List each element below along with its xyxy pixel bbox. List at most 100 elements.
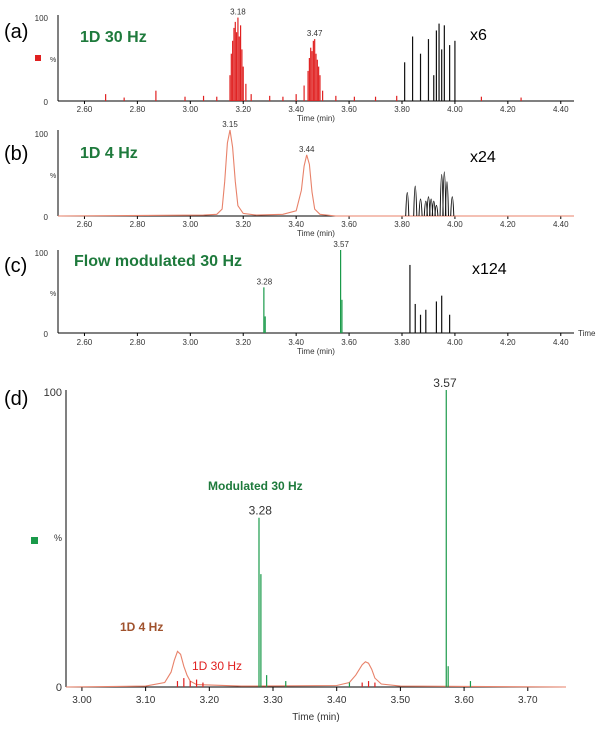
x-tick-label: 3.80: [394, 105, 410, 114]
peak-label: 3.28: [249, 504, 273, 518]
peak-label: 3.15: [222, 120, 238, 129]
x-tick-label: 3.60: [341, 105, 357, 114]
peak-label: 3.44: [299, 145, 315, 154]
series-peak: [444, 181, 449, 217]
x-tick-label: 3.60: [454, 695, 474, 706]
panel-a-xlabel: Time (min): [297, 114, 335, 123]
panel-b-xlabel: Time (min): [297, 229, 335, 238]
peak-label: 3.57: [433, 376, 457, 390]
x-tick-label: 3.40: [288, 220, 304, 229]
x-tick-label: 4.00: [447, 105, 463, 114]
panel-a-peak-labels: 3.18 3.47: [230, 8, 323, 39]
panel-d: (d) 100 0 % 3.00 3.10 3.20 3.30 3.40 3.50 3.60…: [4, 376, 567, 723]
panel-a-ylabel: %: [50, 57, 56, 64]
series-line: [65, 650, 567, 688]
x-tick-label: 2.60: [77, 338, 93, 347]
annotation-1d-4hz: 1D 4 Hz: [120, 620, 163, 634]
panel-b: (b) 1D 4 Hz x24 100 0 % 2.60 2.80 3.00 3.20…: [4, 120, 574, 238]
panel-a-x-ticks: 2.60 2.80 3.00 3.20 3.40 3.60 3.80 4.00 4.20 4.40: [77, 101, 569, 114]
x-tick-label: 3.00: [183, 338, 199, 347]
series-peak: [450, 196, 455, 217]
panel-c: (c) Flow modulated 30 Hz x124 100 0 % 2.…: [4, 240, 596, 356]
panel-a-series: [105, 17, 522, 101]
panel-b-title: 1D 4 Hz: [80, 145, 138, 162]
series-peak: [418, 198, 423, 217]
peak-label: 3.57: [333, 240, 349, 249]
panel-a: (a) 1D 30 Hz x6 100 0 % 2.60 2.80 3.00 3.20…: [4, 8, 574, 123]
panel-d-x-ticks: 3.00 3.10 3.20 3.30 3.40 3.50 3.60 3.70: [72, 687, 538, 706]
panel-a-title: 1D 30 Hz: [80, 29, 147, 46]
peak-label: 3.47: [307, 29, 323, 38]
x-tick-label: 3.10: [136, 695, 156, 706]
x-tick-label: 4.20: [500, 220, 516, 229]
x-tick-label: 3.00: [183, 105, 199, 114]
x-tick-label: 3.00: [183, 220, 199, 229]
x-tick-label: 4.00: [447, 338, 463, 347]
x-tick-label: 3.50: [391, 695, 411, 706]
x-tick-label: 3.60: [341, 338, 357, 347]
panel-b-ytick-min: 0: [44, 213, 49, 222]
x-tick-label: 3.60: [341, 220, 357, 229]
x-tick-label: 3.80: [394, 338, 410, 347]
panel-b-x-ticks: 2.60 2.80 3.00 3.20 3.40 3.60 3.80 4.00 4.20 4.40: [77, 216, 569, 229]
x-tick-label: 3.40: [327, 695, 347, 706]
x-tick-label: 3.70: [518, 695, 538, 706]
panel-d-ytick-min: 0: [56, 682, 62, 694]
x-tick-label: 3.20: [235, 220, 251, 229]
panel-d-peak-labels: 3.28 3.57: [249, 376, 457, 518]
x-tick-label: 3.20: [200, 695, 220, 706]
panel-d-series: [65, 390, 567, 688]
peak-label: 3.28: [257, 277, 273, 286]
x-tick-label: 3.80: [394, 220, 410, 229]
panel-b-peak-labels: 3.15 3.44: [222, 120, 315, 154]
peak-label: 3.18: [230, 8, 246, 17]
x-tick-label: 4.40: [553, 338, 569, 347]
annotation-modulated-30hz: Modulated 30 Hz: [208, 479, 303, 493]
panel-a-multiplier: x6: [470, 27, 487, 44]
x-tick-label: 3.40: [288, 338, 304, 347]
series-peak: [405, 192, 410, 217]
x-tick-label: 4.40: [553, 220, 569, 229]
x-tick-label: 4.40: [553, 105, 569, 114]
x-tick-label: 3.20: [235, 338, 251, 347]
panel-c-ytick-max: 100: [35, 249, 49, 258]
x-tick-label: 2.80: [130, 105, 146, 114]
panel-b-ylabel: %: [50, 173, 56, 180]
panel-b-multiplier: x24: [470, 149, 496, 166]
x-tick-label: 3.30: [263, 695, 283, 706]
panel-b-series: [57, 129, 574, 217]
x-tick-label: 3.40: [288, 105, 304, 114]
annotation-1d-30hz: 1D 30 Hz: [192, 659, 242, 673]
panel-a-label: (a): [4, 21, 28, 43]
panel-b-ytick-max: 100: [35, 130, 49, 139]
panel-c-series: [263, 250, 451, 333]
panel-c-label: (c): [4, 255, 27, 277]
panel-c-multiplier: x124: [472, 261, 507, 278]
panel-c-ylabel: %: [50, 291, 56, 298]
x-tick-label: 3.20: [235, 105, 251, 114]
x-tick-label: 2.60: [77, 105, 93, 114]
panel-d-label: (d): [4, 388, 28, 410]
series-peak: [413, 185, 418, 217]
panel-d-ytick-max: 100: [44, 387, 62, 399]
x-tick-label: 3.00: [72, 695, 92, 706]
side-marker-green: [31, 537, 38, 544]
series-line: [57, 129, 574, 217]
panel-a-ytick-min: 0: [44, 98, 49, 107]
x-tick-label: 2.60: [77, 220, 93, 229]
x-tick-label: 4.20: [500, 338, 516, 347]
panel-d-xlabel: Time (min): [292, 712, 339, 723]
panel-b-label: (b): [4, 143, 28, 165]
panel-c-ytick-min: 0: [44, 330, 49, 339]
panel-a-ytick-max: 100: [35, 14, 49, 23]
x-tick-label: 4.00: [447, 220, 463, 229]
x-tick-label: 2.80: [130, 220, 146, 229]
series-peak: [434, 204, 439, 217]
panel-d-ylabel: %: [54, 533, 62, 543]
panel-c-x-ticks: 2.60 2.80 3.00 3.20 3.40 3.60 3.80 4.00 4.20 4.40: [77, 333, 569, 347]
x-tick-label: 2.80: [130, 338, 146, 347]
panel-c-peak-labels: 3.28 3.57: [257, 240, 350, 286]
panel-c-title: Flow modulated 30 Hz: [74, 253, 242, 270]
panel-c-xlabel-right: Time: [578, 329, 596, 338]
